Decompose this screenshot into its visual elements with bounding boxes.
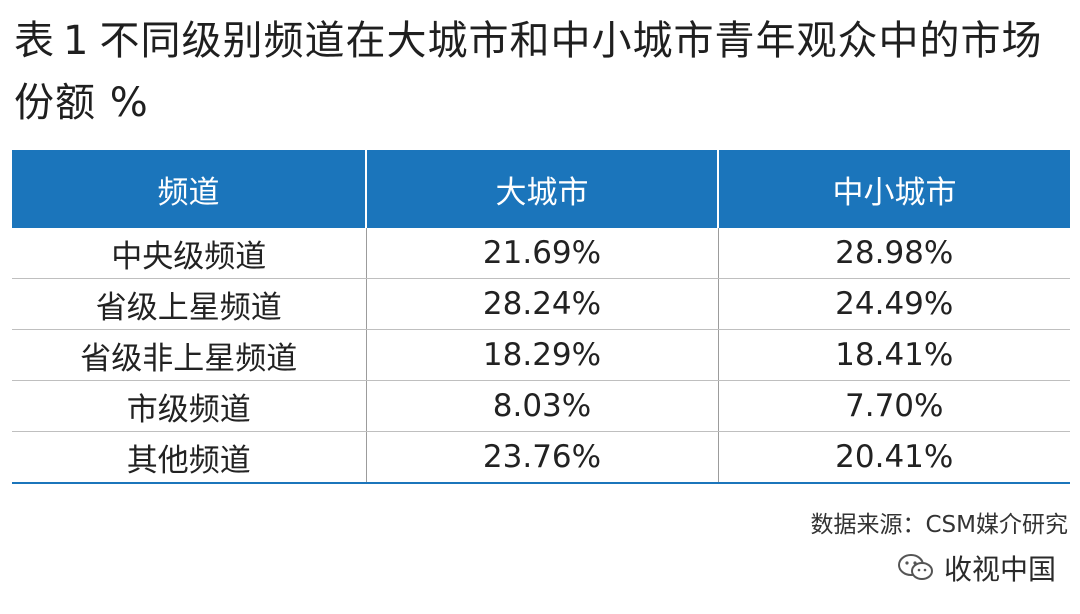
header-big-city: 大城市 — [366, 150, 719, 228]
header-channel: 频道 — [12, 150, 367, 228]
cell-channel: 中央级频道 — [12, 228, 367, 279]
data-source: 数据来源：CSM媒介研究 — [810, 512, 1068, 538]
table-row: 省级上星频道 28.24% 24.49% — [12, 278, 1070, 330]
table-row: 市级频道 8.03% 7.70% — [12, 380, 1070, 432]
cell-small-city: 28.98% — [718, 228, 1070, 279]
cell-big-city: 23.76% — [366, 431, 719, 484]
watermark-text: 收视中国 — [944, 553, 1057, 586]
title-prefix: 表 — [14, 18, 55, 64]
cell-big-city: 21.69% — [366, 228, 719, 279]
cell-small-city: 20.41% — [718, 431, 1070, 484]
header-small-city: 中小城市 — [718, 150, 1070, 228]
wechat-icon — [896, 552, 936, 584]
cell-channel: 其他频道 — [12, 431, 367, 484]
cell-big-city: 28.24% — [366, 278, 719, 330]
cell-small-city: 18.41% — [718, 329, 1070, 381]
table-row: 中央级频道 21.69% 28.98% — [12, 228, 1070, 279]
watermark: 收视中国 — [896, 548, 1056, 588]
cell-channel: 市级频道 — [12, 380, 367, 432]
table-row: 其他频道 23.76% 20.41% — [12, 431, 1070, 484]
cell-channel: 省级非上星频道 — [12, 329, 367, 381]
cell-big-city: 18.29% — [366, 329, 719, 381]
title-text: 不同级别频道在大城市和中小城市青年观众中的市场份额 % — [14, 18, 1043, 126]
cell-channel: 省级上星频道 — [12, 278, 367, 330]
title-number: 1 — [63, 18, 90, 64]
cell-small-city: 7.70% — [718, 380, 1070, 432]
market-share-table: 频道 大城市 中小城市 中央级频道 21.69% 28.98% 省级上星频道 2… — [12, 150, 1070, 484]
cell-big-city: 8.03% — [366, 380, 719, 432]
table-header-row: 频道 大城市 中小城市 — [12, 150, 1070, 228]
cell-small-city: 24.49% — [718, 278, 1070, 330]
page-title: 表 1 不同级别频道在大城市和中小城市青年观众中的市场份额 % — [14, 10, 1070, 134]
table-row: 省级非上星频道 18.29% 18.41% — [12, 329, 1070, 381]
